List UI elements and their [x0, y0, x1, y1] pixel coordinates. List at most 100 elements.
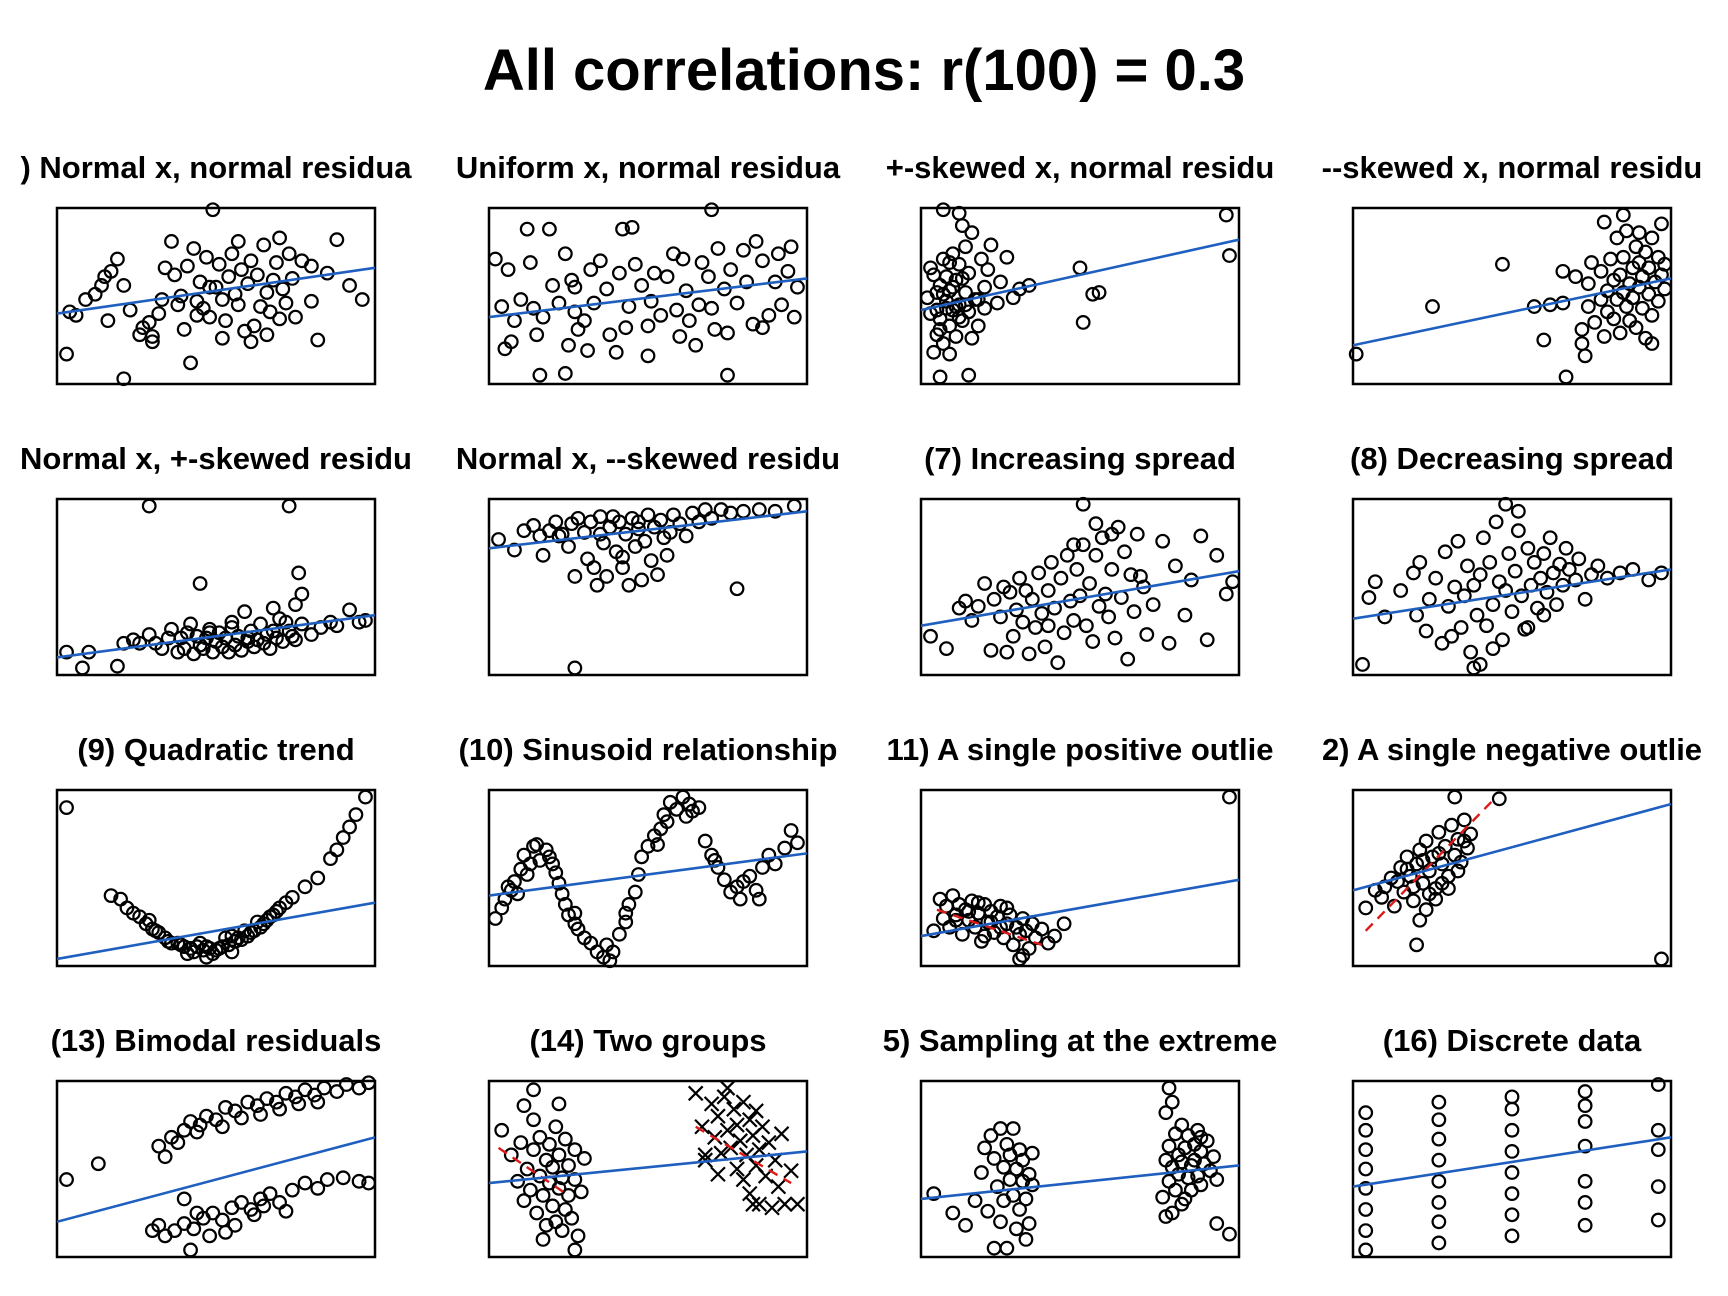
data-point [342, 278, 357, 293]
data-point [1206, 1149, 1221, 1165]
data-point [1561, 562, 1577, 577]
data-point [634, 849, 650, 865]
data-point [611, 926, 627, 942]
regression-line [1353, 1136, 1671, 1188]
data-point [1650, 1142, 1666, 1158]
data-point [1361, 590, 1377, 605]
data-point [1577, 348, 1593, 364]
data-point [1218, 207, 1234, 223]
data-point [640, 318, 656, 334]
data-point-x [770, 1178, 787, 1195]
scatter-panel-3: +-skewed x, normal residu [886, 150, 1274, 386]
data-point-x [710, 1166, 726, 1183]
data-point [577, 1151, 592, 1166]
data-point [1139, 627, 1155, 642]
data-point [1596, 214, 1612, 230]
data-point [319, 1172, 335, 1187]
data-point [755, 320, 770, 336]
data-point [1094, 530, 1110, 546]
data-point [1015, 948, 1031, 963]
data-point [951, 205, 967, 221]
data-point [945, 1205, 961, 1221]
regression-line [489, 510, 807, 550]
data-point-x [719, 1080, 736, 1096]
data-point [1209, 547, 1225, 563]
data-point [1358, 1180, 1374, 1196]
data-point [1428, 570, 1444, 586]
point-series-1 [487, 202, 805, 383]
data-point [1012, 1202, 1027, 1217]
data-point [1434, 635, 1450, 651]
data-point [1072, 588, 1088, 604]
data-point [269, 255, 284, 270]
data-point [954, 271, 970, 286]
data-point [678, 283, 694, 299]
data-point [205, 1205, 221, 1221]
data-point [1444, 817, 1459, 833]
data-point [1431, 1173, 1447, 1189]
point-series-1 [59, 202, 370, 387]
data-point [144, 334, 160, 350]
data-point [1475, 530, 1491, 546]
data-point [186, 241, 202, 256]
data-point [240, 1094, 256, 1110]
regression-line [1353, 568, 1671, 620]
data-point [627, 256, 643, 272]
data-point [669, 302, 685, 318]
scatter-panel-10: (10) Sinusoid relationship [459, 732, 837, 969]
data-point [1358, 1122, 1374, 1138]
data-point [335, 830, 351, 845]
data-point [974, 1165, 989, 1180]
data-point [1075, 315, 1091, 330]
data-point [748, 882, 764, 898]
data-point [1495, 632, 1510, 648]
data-point [567, 905, 583, 921]
data-point [716, 872, 732, 888]
data-point [977, 279, 992, 295]
data-point [1533, 570, 1549, 586]
data-point [351, 1173, 367, 1189]
data-point-x [783, 1162, 799, 1179]
data-point [958, 297, 973, 313]
data-point [770, 246, 786, 262]
data-point [1005, 628, 1021, 644]
panel-title: (9) Quadratic trend [77, 732, 354, 767]
data-point [993, 274, 1008, 290]
data-point [329, 1084, 345, 1099]
data-point [59, 346, 74, 362]
data-point [1174, 1196, 1190, 1212]
data-point [183, 355, 198, 371]
data-point [529, 327, 545, 343]
data-point [1456, 833, 1472, 849]
data-point [535, 547, 551, 563]
data-point [494, 299, 510, 314]
data-point [1577, 1217, 1593, 1233]
data-point [519, 1161, 535, 1177]
scatter-panel-1: ) Normal x, normal residua [20, 150, 412, 387]
data-point [329, 232, 345, 248]
data-point [1536, 607, 1552, 623]
data-point [1580, 299, 1596, 314]
regression-line [57, 901, 375, 961]
data-point [675, 251, 691, 267]
data-point [1472, 567, 1488, 583]
data-point [1469, 607, 1485, 623]
data-point [1463, 644, 1479, 660]
data-point [1088, 547, 1104, 563]
data-point [1612, 325, 1628, 341]
data-point [777, 840, 793, 856]
data-point [1358, 1161, 1374, 1177]
scatter-panel-2: Uniform x, normal residua [456, 150, 841, 386]
data-point [1580, 276, 1596, 292]
data-point [621, 577, 637, 593]
panel-title: Normal x, +-skewed residu [20, 441, 412, 476]
data-point [1577, 1195, 1593, 1210]
data-point [1491, 791, 1507, 807]
point-series-1 [487, 789, 805, 969]
data-point [100, 313, 116, 329]
data-point [1415, 875, 1431, 891]
data-point [1466, 577, 1482, 593]
data-point [701, 269, 716, 285]
data-point [1520, 540, 1536, 556]
